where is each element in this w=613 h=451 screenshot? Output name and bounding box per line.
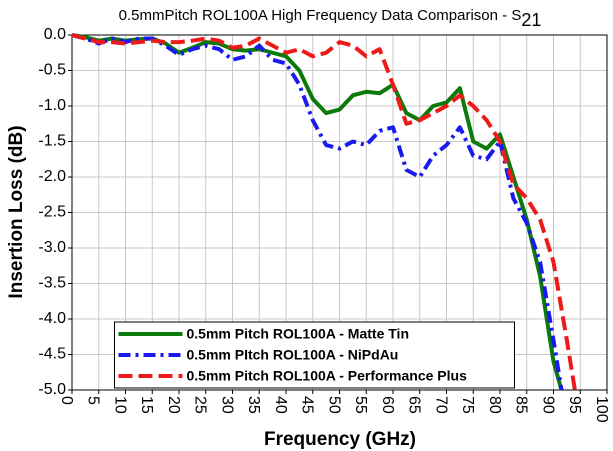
y-tick-label: -5.0: [38, 381, 66, 398]
x-tick-label: 50: [325, 396, 342, 414]
y-tick-label: -2.5: [38, 204, 66, 221]
y-tick-label: 0.0: [44, 26, 66, 43]
y-tick-label: -1.0: [38, 97, 66, 114]
y-tick-label: -0.5: [38, 62, 66, 79]
x-tick-label: 60: [379, 396, 396, 414]
chart-title: 0.5mmPitch ROL100A High Frequency Data C…: [119, 7, 542, 30]
plot-frame: [71, 34, 608, 391]
legend-label: 0.5mm Pitch ROL100A - Matte Tin: [187, 326, 410, 342]
series-line: [72, 33, 577, 391]
legend-label: 0.5mm Pitch ROL100A - Performance Plus: [187, 368, 468, 384]
y-axis-label: Insertion Loss (dB): [6, 125, 27, 298]
legend-label: 0.5mm PItch ROL100A - NiPdAu: [187, 347, 399, 363]
y-tick-label: -3.0: [38, 239, 66, 256]
x-tick-label: 75: [459, 396, 476, 414]
x-tick-label: 10: [111, 396, 128, 414]
y-tick-label: -3.5: [38, 275, 66, 292]
x-tick-label: 15: [138, 396, 155, 414]
title-subscript: 21: [521, 10, 541, 30]
x-tick-label: 100: [593, 396, 610, 423]
title-main: 0.5mmPitch ROL100A High Frequency Data C…: [119, 7, 522, 24]
y-tick-label: -2.0: [38, 168, 66, 185]
x-tick-label: 45: [299, 396, 316, 414]
y-tick-label: -4.5: [38, 346, 66, 363]
y-tick-label: -4.0: [38, 310, 66, 327]
x-tick-label: 65: [406, 396, 423, 414]
x-tick-label: 95: [566, 396, 583, 414]
x-tick-label: 0: [58, 396, 75, 405]
x-tick-label: 55: [352, 396, 369, 414]
x-tick-label: 25: [192, 396, 209, 414]
x-tick-label: 70: [432, 396, 449, 414]
x-tick-label: 80: [486, 396, 503, 414]
x-tick-label: 40: [272, 396, 289, 414]
y-tick-label: -1.5: [38, 133, 66, 150]
x-tick-label: 5: [85, 396, 102, 405]
x-tick-label: 85: [513, 396, 530, 414]
x-axis-label: Frequency (GHz): [264, 429, 416, 450]
x-tick-label: 30: [218, 396, 235, 414]
x-tick-label: 35: [245, 396, 262, 414]
x-tick-label: 90: [539, 396, 556, 414]
x-tick-label: 20: [165, 396, 182, 414]
